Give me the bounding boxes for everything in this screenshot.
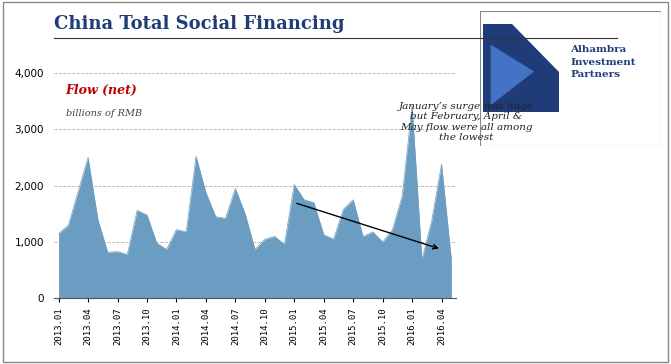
Polygon shape bbox=[513, 24, 560, 71]
Polygon shape bbox=[491, 45, 534, 105]
FancyBboxPatch shape bbox=[483, 24, 560, 112]
Text: January’s surge was huge
but February, April &
May flow were all among
the lowes: January’s surge was huge but February, A… bbox=[399, 102, 534, 142]
Text: China Total Social Financing: China Total Social Financing bbox=[54, 15, 344, 32]
Text: Alhambra
Investment
Partners: Alhambra Investment Partners bbox=[570, 45, 636, 79]
Text: billions of RMB: billions of RMB bbox=[66, 109, 142, 118]
Text: Flow (net): Flow (net) bbox=[66, 84, 138, 97]
FancyBboxPatch shape bbox=[480, 11, 661, 146]
